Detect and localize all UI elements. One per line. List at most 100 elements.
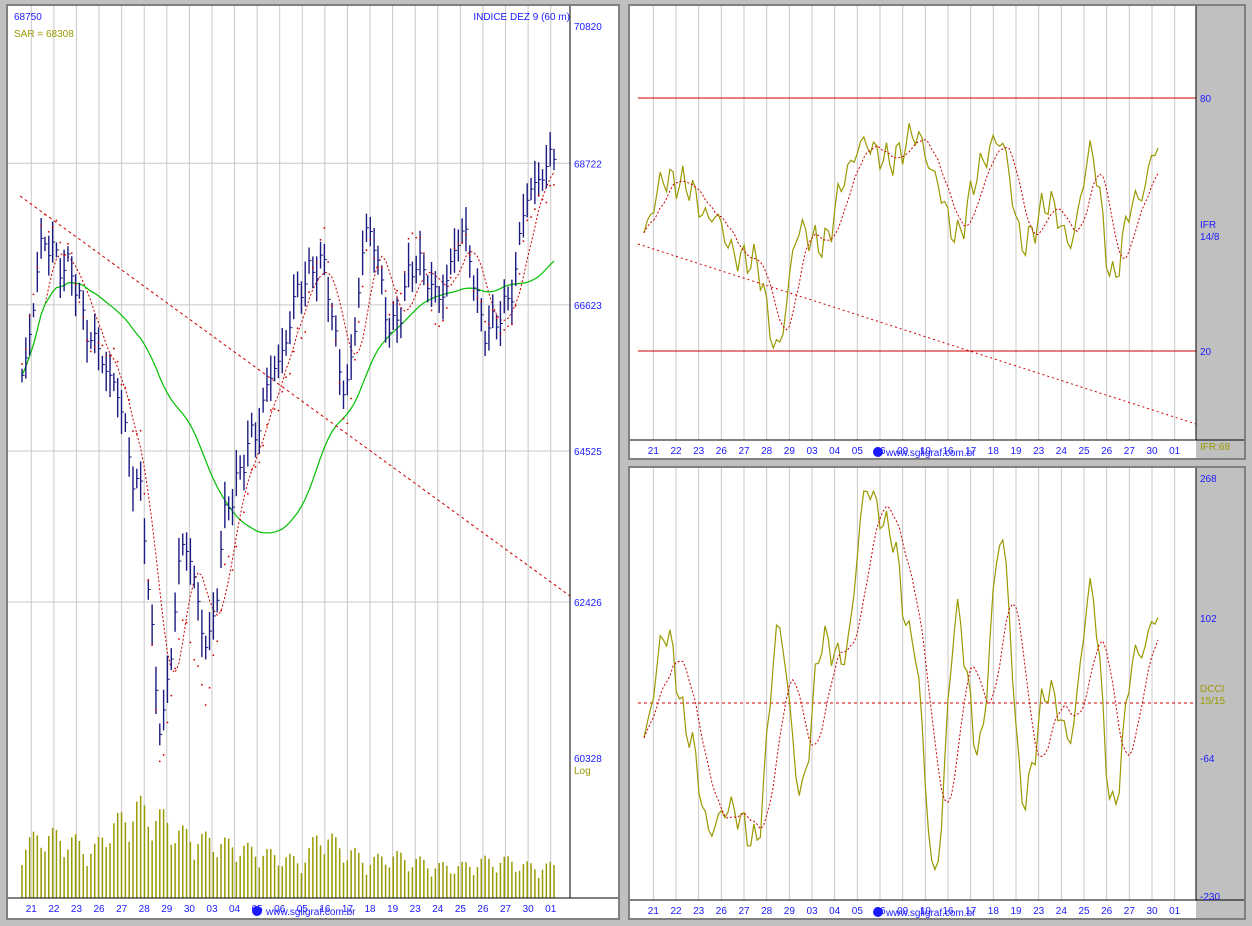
sar-dot [262, 444, 265, 447]
price-x-tick: 29 [161, 904, 173, 915]
ifr-panel[interactable]: 80 20 IFR 14/8 IFR:68 21 22 23 26 27 28 29 03 04… [628, 4, 1246, 460]
sar-dot [461, 241, 464, 244]
price-x-tick: 04 [229, 904, 241, 915]
sar-dot [112, 347, 115, 350]
sar-dot [89, 350, 92, 353]
sar-dot [549, 184, 552, 187]
ifr-x-tick: 05 [852, 446, 864, 457]
volume-bars [21, 795, 555, 898]
price-trendline [19, 195, 571, 597]
ifr-x-tick: 03 [806, 446, 818, 457]
sar-dot [553, 184, 555, 186]
price-gridlines [8, 6, 570, 898]
sar-dot [507, 325, 509, 328]
sar-dot [24, 348, 27, 350]
ifr-x-tick: 27 [738, 446, 750, 457]
dcci-chart: 268 102 -64 -230 DCCI 15/15 21 22 23 26 27 28… [630, 468, 1244, 918]
ifr-x-tick: 27 [1124, 446, 1136, 457]
sar-dot [220, 609, 222, 612]
sar-dot [109, 355, 111, 357]
sar-dot [468, 254, 471, 257]
price-y-tick: 68722 [574, 159, 602, 170]
sar-dot [354, 358, 356, 361]
sar-dot [227, 555, 230, 558]
sar-dot [350, 397, 353, 400]
price-chart-panel[interactable]: 68750 INDICE DEZ 9 (60 m) SAR = 68308 Lo… [6, 4, 620, 920]
dcci-tick-neg64: -64 [1200, 754, 1215, 765]
ifr-plot-background [630, 6, 1244, 458]
sar-dot [120, 383, 123, 386]
ifr-chart: 80 20 IFR 14/8 IFR:68 21 22 23 26 27 28 29 03 04… [630, 6, 1244, 458]
sar-dot [407, 237, 410, 240]
sar-dot [476, 297, 479, 300]
sar-dot [296, 327, 299, 330]
ifr-x-tick: 01 [1169, 446, 1181, 457]
sar-dot [285, 376, 287, 379]
sar-dot [422, 252, 425, 255]
sar-dot [514, 304, 517, 307]
sar-dot [105, 354, 108, 357]
ifr-x-tick: 29 [784, 446, 796, 457]
sar-dot [289, 372, 291, 375]
dcci-x-tick: 28 [761, 906, 773, 917]
ifr-x-tick: 30 [1146, 446, 1158, 457]
price-x-tick: 17 [342, 904, 354, 915]
sar-dot [32, 293, 35, 296]
dcci-panel[interactable]: 268 102 -64 -230 DCCI 15/15 21 22 23 26 27 28… [628, 466, 1246, 920]
sar-dot [530, 216, 532, 218]
ifr-x-tick: 18 [988, 446, 1000, 457]
dcci-x-tick: 27 [1124, 906, 1136, 917]
sar-dot [465, 233, 467, 236]
sar-dot [361, 285, 364, 288]
price-y-tick: 70820 [574, 22, 602, 33]
ifr-x-tick: 21 [648, 446, 660, 457]
sar-dot [411, 232, 414, 235]
dcci-x-tick: 30 [1146, 906, 1158, 917]
sar-dot [457, 243, 460, 246]
price-y-tick: 60328 [574, 754, 602, 765]
sar-dot [488, 323, 490, 326]
sar-dot [526, 219, 529, 222]
dcci-tick-102: 102 [1200, 614, 1217, 625]
sar-dot [243, 511, 245, 514]
sar-dot [445, 306, 448, 309]
price-plot-background [8, 6, 618, 918]
dcci-x-tick: 09 [897, 906, 909, 917]
sar-dot [319, 238, 322, 241]
sar-dot [331, 305, 333, 307]
sar-dot [200, 683, 203, 686]
sar-dot [235, 545, 238, 548]
sar-dot [266, 423, 268, 426]
price-x-tick: 27 [500, 904, 512, 915]
sar-dot [510, 323, 513, 326]
sar-dot [124, 386, 127, 389]
sar-dot [545, 201, 548, 204]
sar-dot [311, 266, 314, 269]
sar-dot [323, 226, 326, 229]
sar-dot [495, 317, 498, 319]
sar-dot [185, 621, 188, 624]
watermark: www.sgligraf.com.br [265, 907, 356, 918]
sar-dot [365, 249, 368, 251]
price-x-tick: 22 [48, 904, 60, 915]
sar-dot [281, 390, 284, 393]
sar-dot [453, 247, 456, 250]
price-x-tick: 05 [297, 904, 309, 915]
dcci-x-tick: 05 [852, 906, 864, 917]
dcci-label-params: 15/15 [1200, 696, 1225, 707]
sar-dot [480, 300, 483, 303]
dcci-x-tick: 10 [920, 906, 932, 917]
dcci-x-tick: 21 [648, 906, 660, 917]
corner-value: 68750 [14, 12, 42, 23]
moving-averages [19, 172, 571, 674]
sar-dot [223, 563, 226, 566]
sar-dot [380, 266, 383, 268]
sar-dot [342, 417, 345, 420]
sar-dot [36, 266, 39, 269]
watermark: www.sgligraf.com.br [885, 908, 976, 918]
dcci-x-tick: 24 [1056, 906, 1068, 917]
sar-dot [308, 291, 310, 293]
ifr-x-tick: 28 [761, 446, 773, 457]
sar-dot [47, 231, 50, 233]
sar-dot [377, 266, 379, 269]
